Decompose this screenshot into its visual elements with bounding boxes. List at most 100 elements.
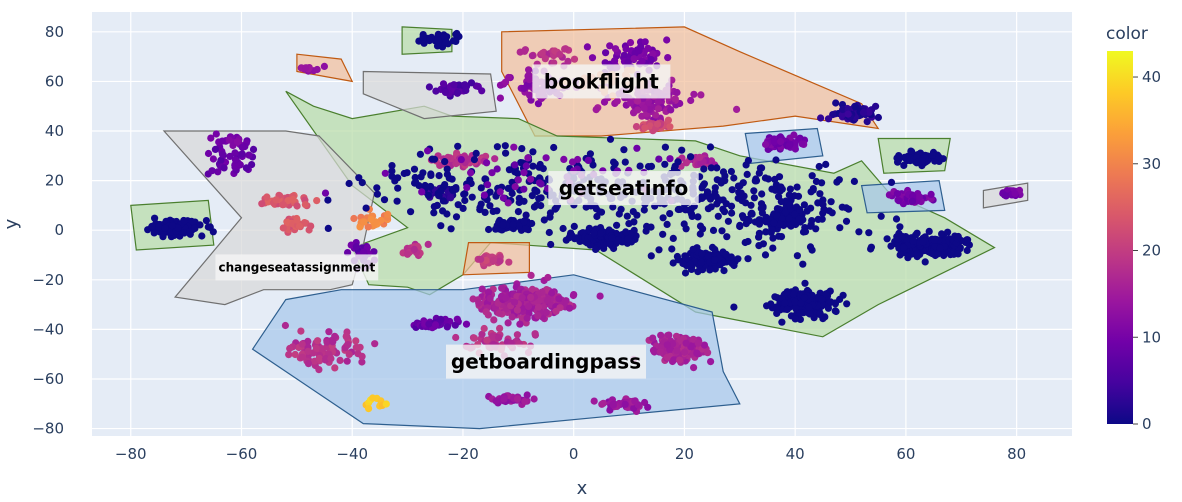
data-point bbox=[352, 343, 360, 351]
data-point bbox=[887, 178, 896, 186]
data-point bbox=[542, 154, 550, 162]
region-labels: bookflight getseatinfo getboardingpass chan… bbox=[215, 64, 699, 379]
data-point bbox=[669, 234, 677, 242]
data-point bbox=[711, 265, 719, 273]
data-point bbox=[570, 222, 578, 230]
data-point bbox=[625, 220, 633, 228]
data-point bbox=[778, 215, 786, 223]
data-point bbox=[559, 224, 567, 233]
data-point bbox=[800, 201, 809, 209]
data-point bbox=[893, 190, 902, 198]
data-point bbox=[915, 193, 924, 201]
data-point bbox=[838, 203, 846, 211]
y-tick-label: 60 bbox=[45, 72, 64, 90]
data-point bbox=[467, 79, 476, 87]
data-point bbox=[476, 204, 484, 212]
data-point bbox=[511, 183, 519, 191]
data-point bbox=[561, 45, 570, 53]
data-point bbox=[698, 184, 706, 192]
data-point bbox=[565, 234, 573, 242]
data-point bbox=[495, 309, 503, 317]
data-point bbox=[770, 138, 779, 146]
data-point bbox=[773, 211, 781, 219]
y-tick-label: 80 bbox=[45, 23, 64, 41]
data-point bbox=[925, 227, 933, 235]
data-point bbox=[547, 240, 555, 249]
data-point bbox=[212, 130, 220, 138]
data-point bbox=[460, 190, 468, 198]
data-point bbox=[525, 66, 533, 74]
data-point bbox=[679, 259, 687, 268]
data-point bbox=[634, 106, 642, 114]
data-point bbox=[865, 229, 873, 237]
data-point bbox=[656, 348, 664, 356]
data-point bbox=[777, 137, 785, 146]
data-point bbox=[493, 165, 501, 173]
data-point bbox=[762, 218, 770, 226]
data-point bbox=[548, 289, 556, 297]
data-point bbox=[744, 255, 752, 263]
data-point bbox=[696, 222, 705, 230]
data-point bbox=[900, 243, 908, 252]
data-point bbox=[790, 131, 798, 139]
data-point bbox=[680, 220, 688, 228]
data-point bbox=[434, 36, 442, 44]
data-point bbox=[496, 188, 504, 196]
data-point bbox=[730, 174, 738, 182]
data-point bbox=[707, 203, 715, 211]
data-point bbox=[803, 207, 811, 215]
region-label-text: getseatinfo bbox=[559, 176, 689, 200]
data-point bbox=[452, 37, 460, 46]
data-point bbox=[518, 145, 526, 153]
data-point bbox=[307, 222, 315, 230]
data-point bbox=[896, 223, 904, 231]
data-point bbox=[776, 220, 784, 228]
data-point bbox=[570, 55, 579, 63]
data-point bbox=[694, 213, 702, 221]
data-point bbox=[427, 170, 435, 178]
data-point bbox=[467, 169, 475, 177]
data-point bbox=[492, 397, 500, 405]
data-point bbox=[452, 333, 460, 342]
data-point bbox=[801, 279, 809, 287]
data-point bbox=[934, 250, 942, 258]
data-point bbox=[369, 394, 377, 402]
data-point bbox=[621, 158, 629, 166]
data-point bbox=[478, 330, 486, 338]
data-point bbox=[520, 185, 528, 193]
data-point bbox=[907, 147, 915, 155]
data-point bbox=[629, 208, 637, 216]
data-point bbox=[797, 299, 805, 307]
data-point bbox=[600, 241, 608, 249]
data-point bbox=[681, 269, 690, 277]
data-point bbox=[428, 155, 436, 163]
data-point bbox=[564, 57, 572, 65]
data-point bbox=[785, 191, 793, 199]
data-point bbox=[723, 233, 731, 241]
data-point bbox=[520, 218, 528, 226]
data-point bbox=[727, 202, 736, 210]
y-tick-label: −40 bbox=[32, 320, 64, 338]
data-point bbox=[772, 156, 780, 164]
data-point bbox=[632, 123, 641, 131]
data-point bbox=[485, 225, 493, 234]
data-point bbox=[297, 327, 305, 335]
data-point bbox=[643, 222, 651, 230]
data-point bbox=[640, 206, 648, 214]
data-point bbox=[279, 224, 287, 232]
data-point bbox=[761, 251, 770, 259]
data-point bbox=[836, 224, 844, 232]
data-point bbox=[447, 225, 455, 233]
data-point bbox=[513, 306, 522, 314]
data-point bbox=[661, 143, 670, 151]
data-point bbox=[736, 182, 744, 190]
data-point bbox=[281, 321, 289, 330]
data-point bbox=[661, 160, 669, 168]
data-point bbox=[442, 38, 450, 46]
data-point bbox=[501, 142, 509, 150]
data-point bbox=[535, 296, 544, 305]
data-point bbox=[493, 143, 501, 151]
data-point bbox=[838, 111, 846, 119]
data-point bbox=[832, 99, 840, 107]
data-point bbox=[596, 292, 604, 300]
